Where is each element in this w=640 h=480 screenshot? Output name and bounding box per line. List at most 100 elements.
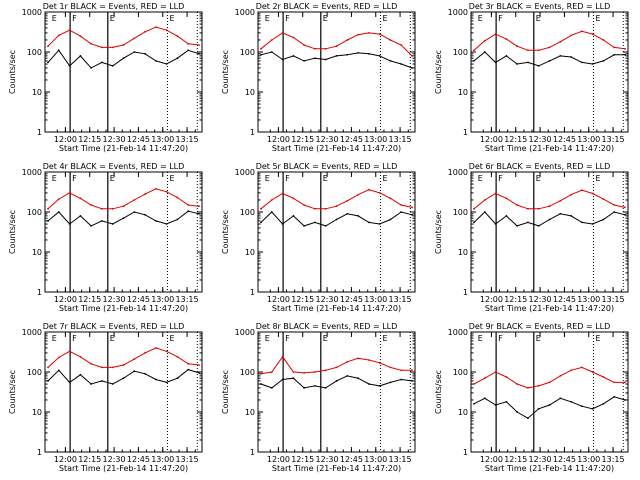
lld-data-point [483, 39, 486, 42]
events-data-point [165, 223, 168, 225]
lld-data-point [591, 192, 594, 195]
plot-frame [470, 331, 629, 453]
lld-data-point [155, 347, 157, 349]
x-axis-label: Start Time (21-Feb-14 11:47:20) [485, 144, 614, 153]
x-tick-label: 13:00 [577, 295, 600, 304]
lld-data-point [57, 34, 60, 37]
y-tick-label: 1 [463, 448, 468, 457]
events-data-point [537, 407, 540, 410]
events-data-point [314, 385, 316, 387]
events-data-point [505, 215, 508, 217]
events-data-point [624, 213, 626, 216]
events-data-point [79, 215, 82, 217]
y-tick-label: 1000 [22, 328, 42, 337]
lld-data-point [368, 32, 370, 34]
lld-data-point [516, 383, 518, 385]
events-data-point [591, 407, 594, 410]
interval-marker-label: E [52, 14, 57, 23]
lld-data-point [101, 46, 103, 49]
events-data-point [165, 381, 168, 384]
interval-marker-label: E [536, 14, 541, 23]
lld-data-point [57, 356, 60, 359]
lld-data-point [613, 46, 616, 49]
detector-panel-6: Det 6r BLACK = Events, RED = LLD 1 10 100 10… [434, 162, 629, 313]
events-data-point [505, 55, 508, 57]
interval-marker-label: F [285, 334, 290, 343]
y-tick-label: 1000 [448, 168, 468, 177]
x-tick-label: 12:45 [553, 135, 576, 144]
y-tick-label: 10 [32, 408, 42, 417]
lld-data-point [378, 192, 381, 194]
events-data-point [260, 383, 262, 385]
events-data-point [548, 404, 551, 406]
y-tick-label: 1000 [448, 328, 468, 337]
events-data-point [303, 60, 305, 62]
lld-data-point [527, 387, 529, 389]
plot-frame [470, 171, 629, 293]
detector-panel-4: Det 4r BLACK = Events, RED = LLD 1 10 100 10… [8, 162, 203, 313]
interval-marker-label: E [382, 174, 387, 183]
x-axis-label: Start Time (21-Feb-14 11:47:20) [59, 304, 188, 313]
lld-data-point [101, 207, 103, 210]
x-tick-label: 13:00 [364, 135, 387, 144]
events-data-point [591, 63, 594, 65]
lld-data-point [122, 205, 125, 208]
x-axis-label: Start Time (21-Feb-14 11:47:20) [485, 464, 614, 473]
x-tick-label: 13:00 [151, 135, 174, 144]
events-data-point [505, 400, 508, 403]
x-tick-label: 12:30 [316, 135, 339, 144]
events-data-point [378, 55, 381, 57]
interval-marker-label: E [110, 174, 115, 183]
events-data-point [47, 380, 49, 382]
events-data-point [559, 212, 562, 215]
events-data-point [602, 402, 605, 405]
x-tick-label: 12:30 [103, 455, 126, 464]
interval-marker-label: F [285, 14, 290, 23]
lld-data-point [335, 366, 338, 369]
x-axis-label: Start Time (21-Feb-14 11:47:20) [59, 144, 188, 153]
lld-data-point [483, 199, 486, 201]
y-tick-label: 100 [27, 208, 42, 217]
lld-data-point [176, 196, 179, 199]
x-tick-label: 13:15 [389, 295, 412, 304]
y-tick-label: 10 [458, 408, 468, 417]
events-data-point [155, 378, 157, 381]
plot-frame [257, 331, 416, 453]
events-data-point [187, 368, 190, 371]
events-data-point [591, 223, 594, 225]
events-data-point [198, 212, 200, 215]
y-axis-label: Counts/sec [221, 210, 230, 254]
interval-marker-label: E [323, 14, 328, 23]
lld-data-point [198, 364, 200, 366]
x-tick-label: 13:15 [389, 135, 412, 144]
events-data-point [581, 405, 583, 408]
events-data-point [111, 383, 114, 385]
x-tick-label: 12:30 [316, 295, 339, 304]
events-data-point [281, 58, 284, 61]
plot-frame [44, 331, 203, 453]
lld-data-point [292, 197, 295, 200]
y-axis-label: Counts/sec [434, 370, 443, 414]
lld-data-point [368, 188, 370, 191]
x-tick-label: 12:00 [480, 455, 503, 464]
x-tick-label: 12:15 [504, 135, 527, 144]
interval-marker-label: F [285, 174, 290, 183]
events-data-point [335, 55, 338, 57]
x-tick-label: 13:00 [577, 135, 600, 144]
lld-data-point [133, 358, 136, 360]
detector-panel-9: Det 9r BLACK = Events, RED = LLD 1 10 100 10… [434, 322, 629, 473]
detector-panel-7: Det 7r BLACK = Events, RED = LLD 1 10 100 10… [8, 322, 203, 473]
events-data-point [101, 220, 103, 222]
events-data-point [537, 225, 540, 227]
lld-data-point [378, 33, 381, 35]
events-data-point [314, 57, 316, 60]
panel-title: Det 7r BLACK = Events, RED = LLD [43, 322, 185, 331]
lld-data-point [292, 371, 295, 373]
y-tick-label: 100 [240, 368, 255, 377]
events-data-point [346, 212, 349, 215]
lld-data-point [505, 38, 508, 40]
y-tick-label: 1000 [235, 328, 255, 337]
events-data-point [176, 377, 179, 380]
y-tick-label: 10 [458, 248, 468, 257]
lld-data-point [357, 357, 359, 360]
